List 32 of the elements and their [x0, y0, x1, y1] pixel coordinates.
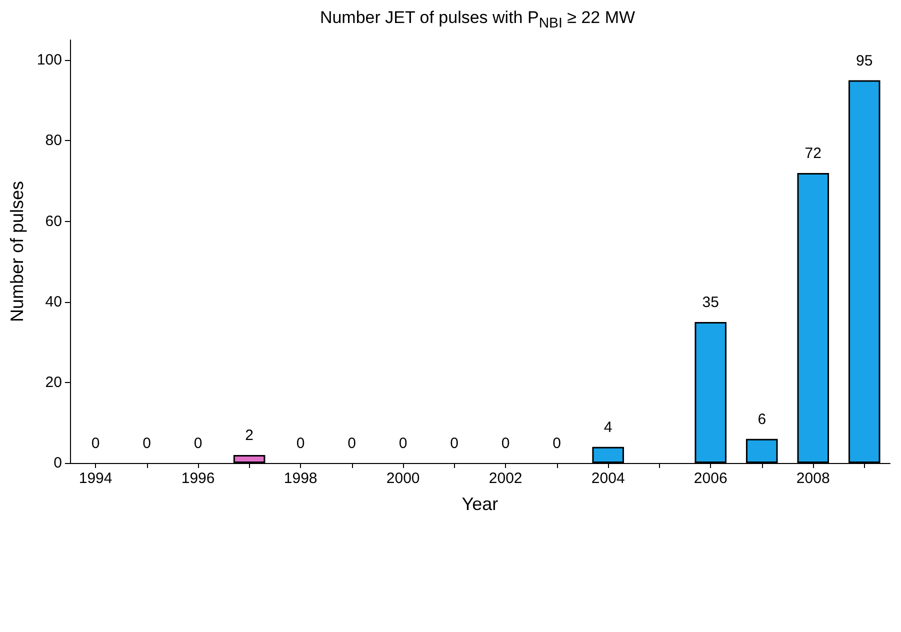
data-label: 95	[856, 52, 873, 70]
y-tick-label: 20	[45, 374, 62, 391]
x-tick-label: 1994	[78, 470, 112, 487]
data-label: 0	[296, 435, 305, 452]
x-tick-label: 1998	[284, 470, 318, 487]
data-label: 72	[804, 144, 822, 162]
x-tick-label: 2000	[386, 470, 420, 487]
data-label: 0	[194, 435, 202, 452]
data-label: 35	[702, 294, 719, 311]
x-tick-label: 2008	[796, 470, 830, 487]
data-label: 0	[398, 435, 408, 452]
data-label: 2	[245, 426, 254, 444]
x-tick-label: 2006	[694, 470, 728, 487]
x-tick-label: 2002	[488, 470, 522, 487]
chart-title: Number JET of pulses with P$_{NBI}$ ≥ 22 MW	[318, 8, 636, 32]
data-label: 0	[552, 435, 562, 452]
data-label: 0	[450, 435, 459, 452]
data-label: 0	[501, 435, 510, 452]
data-label: 0	[91, 435, 100, 452]
y-tick-label: 40	[45, 293, 62, 310]
y-tick-label: 80	[45, 132, 62, 150]
y-tick-label: 60	[45, 212, 62, 230]
data-label: 4	[604, 418, 612, 436]
x-axis-title: Year	[462, 494, 498, 514]
y-axis-title: Number of pulses	[7, 180, 27, 322]
x-tick-label: 1996	[181, 470, 215, 487]
y-tick-label: 0	[54, 454, 62, 472]
data-label: 0	[142, 435, 151, 452]
data-label: 6	[758, 410, 766, 428]
x-tick-label: 2004	[591, 470, 625, 487]
y-tick-label: 100	[36, 52, 62, 69]
data-label: 0	[348, 435, 356, 452]
